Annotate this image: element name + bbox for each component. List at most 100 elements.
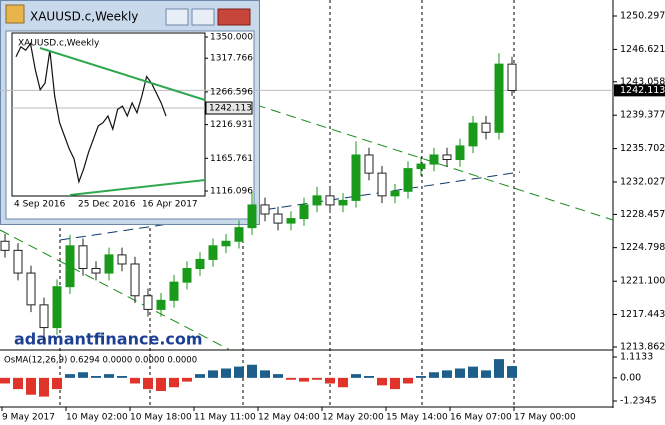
x-tick-label: 10 May 02:00: [66, 413, 128, 423]
x-tick-label: 9 May 2017: [2, 413, 55, 423]
y-tick-label: 1235.702: [620, 143, 665, 154]
window-icon: [5, 4, 25, 24]
candle-body: [468, 122, 478, 147]
current-price-box: [614, 84, 665, 97]
x-tick-label: 16 May 07:00: [450, 413, 512, 423]
osma-bar: [247, 364, 257, 378]
osma-bar: [104, 374, 114, 378]
osma-bar: [52, 377, 62, 390]
candle-body: [442, 154, 452, 161]
osma-bar: [494, 359, 504, 378]
osma-bar: [416, 375, 426, 378]
osma-bar: [65, 374, 75, 378]
y-tick-label: 0.00: [620, 372, 641, 383]
x-tick-label: 12 May 20:00: [322, 413, 384, 423]
candle-body: [494, 63, 504, 133]
candle-body: [299, 204, 309, 220]
osma-bar: [364, 375, 374, 378]
x-tick-label: 15 May 14:00: [386, 413, 448, 423]
candle-body: [260, 204, 270, 215]
inset-price-line: [15, 42, 167, 185]
inset-x-tick-label: 4 Sep 2016: [14, 200, 66, 210]
watermark: adamantfinance.com: [14, 330, 203, 349]
current-price-label: 1242.113: [620, 85, 665, 96]
inset-current-price-box: [205, 101, 253, 115]
candle-body: [221, 240, 231, 247]
inset-y-tick-label: 1165.761: [210, 154, 253, 164]
x-tick-label: 11 May 11:00: [194, 413, 256, 423]
osma-bar: [351, 374, 361, 378]
candle-body: [130, 263, 140, 297]
candle-body: [351, 154, 361, 201]
y-tick-label: 1246.621: [620, 44, 665, 55]
candle-body: [104, 254, 114, 274]
candle-body: [247, 204, 257, 229]
close-button[interactable]: [217, 8, 251, 26]
osma-bar: [403, 377, 413, 384]
inset-y-tick-label: 1116.096: [210, 186, 253, 196]
osma-bar: [325, 377, 335, 384]
osma-bar: [260, 370, 270, 378]
candle-body: [481, 122, 491, 133]
y-tick-label: 1243.058: [620, 76, 665, 87]
osma-bar: [299, 377, 309, 382]
y-tick-label: 1228.457: [620, 209, 665, 220]
candle-body: [455, 145, 465, 161]
inset-y-tick-label: 1350.000: [210, 33, 253, 43]
osma-bar: [169, 377, 179, 388]
candle-body: [91, 268, 101, 274]
osma-bar: [0, 377, 10, 384]
osma-bar: [143, 377, 153, 390]
osma-bar: [481, 370, 491, 378]
inset-y-tick-label: 1266.596: [210, 87, 253, 97]
osma-bar: [156, 377, 166, 391]
osma-bar: [286, 377, 296, 380]
candle-body: [286, 218, 296, 224]
candle-body: [143, 295, 153, 310]
candle-body: [390, 190, 400, 197]
candle-body: [273, 213, 283, 224]
candle-body: [208, 245, 218, 260]
candle-body: [0, 240, 10, 251]
inset-plot-border: [11, 32, 206, 197]
inset-x-tick-label: 25 Dec 2016: [78, 200, 136, 210]
window-title: XAUUSD.c,Weekly: [30, 10, 138, 24]
osma-bar: [195, 374, 205, 378]
minimize-button[interactable]: [165, 8, 189, 26]
osma-bar: [429, 372, 439, 378]
osma-bar: [221, 368, 231, 378]
candle-body: [13, 249, 23, 274]
osma-bar: [455, 368, 465, 378]
candle-body: [182, 268, 192, 283]
osma-bar: [26, 377, 36, 395]
osma-bar: [182, 377, 192, 382]
candle-body: [507, 63, 517, 91]
candle-body: [377, 172, 387, 197]
maximize-button[interactable]: [191, 8, 215, 26]
inset-current-price-label: 1242.113: [209, 104, 252, 114]
osma-bar: [13, 377, 23, 390]
osma-bar: [208, 370, 218, 378]
inset-trend-line: [39, 47, 206, 101]
candle-body: [117, 254, 127, 265]
candle-body: [169, 281, 179, 301]
y-tick-label: 1.1133: [620, 351, 653, 362]
osma-bar: [91, 375, 101, 378]
candle-body: [403, 168, 413, 192]
candle-body: [78, 245, 88, 270]
candle-body: [364, 154, 374, 174]
candle-body: [325, 195, 335, 206]
x-tick-label: 12 May 04:00: [258, 413, 320, 423]
osma-bar: [130, 377, 140, 384]
osma-bar: [39, 377, 49, 397]
osma-bar: [442, 370, 452, 378]
osma-bar: [390, 377, 400, 390]
y-tick-label: 1213.862: [620, 341, 665, 352]
candle-body: [65, 245, 75, 288]
candle-body: [195, 258, 205, 270]
y-tick-label: 1217.443: [620, 309, 665, 320]
candle-body: [416, 163, 426, 170]
y-tick-label: 1250.297: [620, 11, 665, 22]
inset-y-tick-label: 1216.931: [210, 120, 253, 130]
